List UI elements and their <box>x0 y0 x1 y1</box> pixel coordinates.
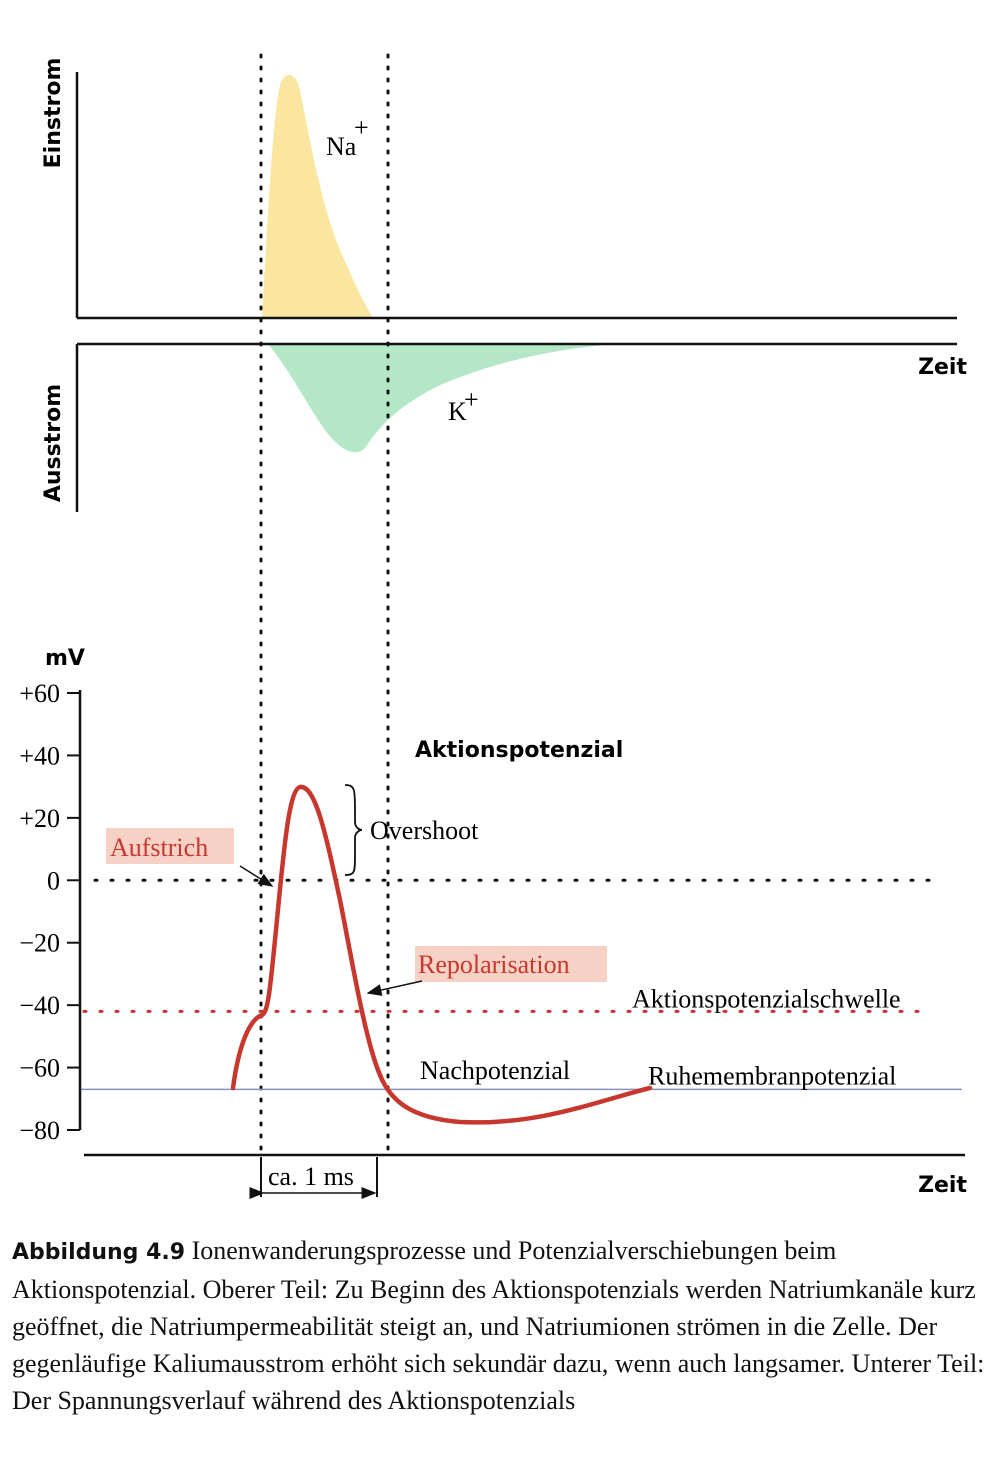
action-potential-curve <box>230 784 653 1125</box>
y-tick-label: +60 <box>19 679 60 708</box>
y-tick-label: −80 <box>19 1116 60 1145</box>
figure: Einstrom Ausstrom Zeit Na + K + +60 +40 +2… <box>19 53 967 1199</box>
resting-label: Ruhemembranpotenzial <box>648 1061 896 1090</box>
unit-label: mV <box>45 646 85 671</box>
axis-label: Ausstrom <box>41 384 66 502</box>
chart-title: Aktionspotenzial <box>415 738 623 763</box>
annotation: Overshoot <box>370 816 479 845</box>
ion-label: Na <box>326 132 357 161</box>
caption: Abbildung 4.9 Ionenwanderungsprozesse un… <box>12 1232 987 1419</box>
potassium-current <box>268 344 618 453</box>
threshold-label: Aktionspotenzialschwelle <box>632 984 901 1013</box>
plot: +60 +40 +20 0 −20 −40 −60 −80 Aktionspotenzialsc… <box>19 679 962 1145</box>
axis-label: Zeit <box>918 1173 967 1198</box>
y-tick-label: 0 <box>47 866 60 895</box>
annotation: Aufstrich <box>110 833 208 862</box>
caption-label: Abbildung 4.9 <box>12 1240 186 1265</box>
y-tick-label: −40 <box>19 991 60 1020</box>
ion-charge: + <box>464 385 479 414</box>
ion-charge: + <box>354 113 369 142</box>
y-tick-label: −60 <box>19 1054 60 1083</box>
y-tick-label: +20 <box>19 804 60 833</box>
annotation: Nachpotenzial <box>420 1056 570 1085</box>
annotation: Repolarisation <box>418 950 570 979</box>
y-tick-label: +40 <box>19 741 60 770</box>
brace <box>344 784 363 876</box>
arrow <box>366 980 423 996</box>
duration-label: ca. 1 ms <box>268 1162 354 1191</box>
ion-label: K <box>448 397 467 426</box>
label-box <box>106 828 234 864</box>
axis-label: Einstrom <box>41 58 66 169</box>
sodium-current <box>262 74 373 318</box>
arrow <box>239 865 274 887</box>
y-tick-label: −20 <box>19 929 60 958</box>
axis-label: Zeit <box>918 355 967 380</box>
label-box <box>415 946 607 982</box>
caption-text: Ionenwanderungsprozesse und Potenzialver… <box>12 1236 985 1415</box>
